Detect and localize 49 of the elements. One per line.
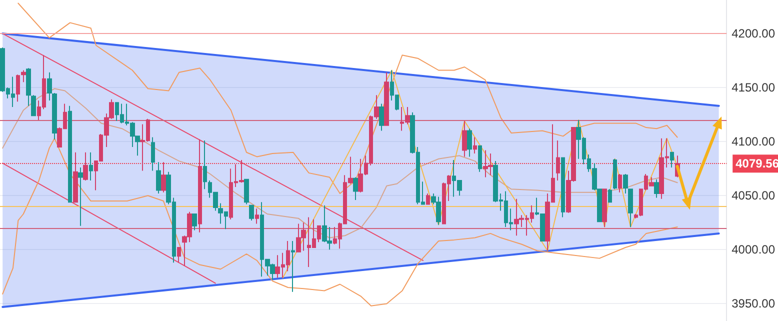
y-tick-label: 4150.00 <box>732 80 776 95</box>
candlestick <box>654 178 659 198</box>
candlestick <box>618 174 622 193</box>
line-series <box>18 2 678 194</box>
candlestick <box>52 92 57 140</box>
candlestick <box>623 174 628 194</box>
candlestick <box>379 103 384 132</box>
candlestick <box>561 157 565 218</box>
candlestick <box>249 204 254 221</box>
candlestick <box>21 70 26 83</box>
line-series <box>2 88 678 238</box>
candlestick <box>244 178 249 205</box>
candlestick <box>26 68 31 106</box>
y-tick-label: 4100.00 <box>732 134 776 149</box>
candlestick <box>473 136 477 154</box>
candlestick <box>16 74 20 102</box>
candlestick <box>73 152 78 203</box>
candlestick <box>602 188 607 228</box>
candlestick <box>203 140 207 190</box>
candlestick <box>478 145 482 172</box>
candlestick <box>384 72 389 126</box>
candlestick <box>255 208 259 224</box>
y-tick-label: 4000.00 <box>732 242 776 257</box>
candlestick <box>198 138 202 233</box>
candlestick <box>467 128 472 158</box>
candlestick <box>78 167 83 226</box>
candlestick <box>192 214 197 231</box>
candlestick <box>47 72 52 102</box>
line-series <box>2 138 678 306</box>
candlestick <box>31 94 36 116</box>
candlestick <box>291 240 295 292</box>
candlestick <box>89 152 93 181</box>
candlestick <box>156 162 161 194</box>
candlestick <box>613 158 617 190</box>
candlestick <box>177 247 181 264</box>
candlestick <box>608 188 612 203</box>
candlestick <box>161 162 166 193</box>
candlestick <box>151 136 155 172</box>
candlestick <box>83 152 88 181</box>
candlestick <box>353 176 358 200</box>
y-tick-label: 4200.00 <box>732 26 776 41</box>
y-tick-label: 4050.00 <box>732 188 776 203</box>
candlestick <box>426 192 430 205</box>
candlestick <box>628 188 633 228</box>
y-tick-label: 3950.00 <box>732 296 776 311</box>
candlestick <box>462 120 467 158</box>
candlestick <box>68 105 72 203</box>
candlestick <box>556 140 560 181</box>
candlestick <box>670 152 674 168</box>
